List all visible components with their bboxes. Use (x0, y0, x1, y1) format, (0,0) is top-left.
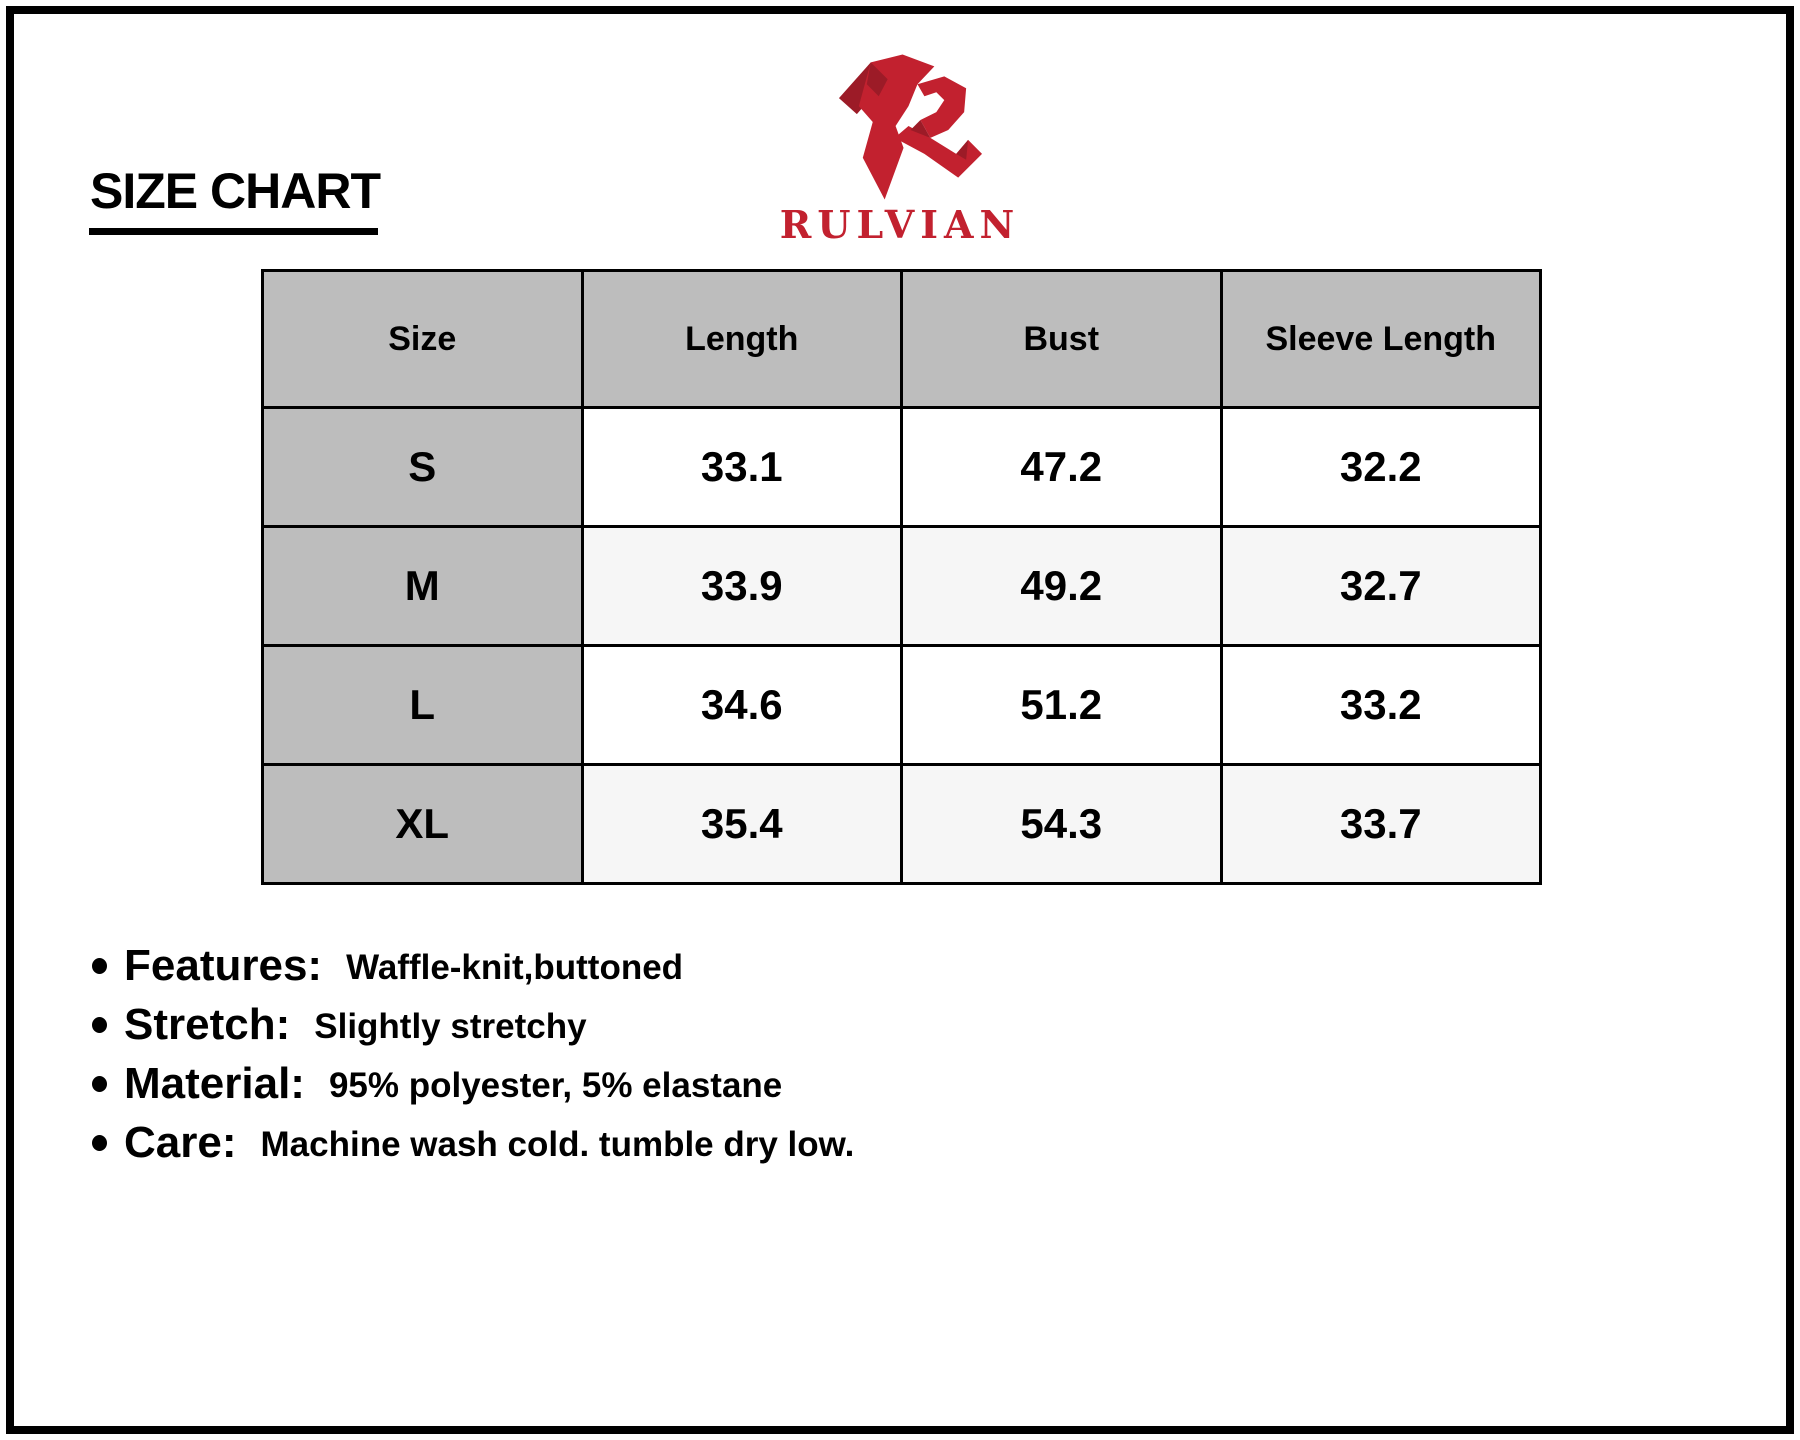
cell-size: M (261, 525, 584, 647)
detail-label: Stretch: (124, 999, 291, 1049)
cell-length: 34.6 (580, 644, 903, 766)
cell-size: S (261, 406, 584, 528)
table-row-m: M 33.9 49.2 32.7 (261, 525, 1542, 647)
detail-value: Slightly stretchy (314, 1006, 587, 1046)
list-item-care: Care: Machine wash cold. tumble dry low. (92, 1113, 854, 1172)
cell-size: XL (261, 763, 584, 885)
detail-label: Care: (124, 1117, 237, 1167)
cell-length: 35.4 (580, 763, 903, 885)
product-details-list: Features: Waffle-knit,buttoned Stretch: … (92, 936, 854, 1172)
size-table: Size Length Bust Sleeve Length S 33.1 47… (261, 269, 1542, 885)
cell-bust: 49.2 (900, 525, 1223, 647)
detail-value: 95% polyester, 5% elastane (328, 1065, 783, 1105)
header-size: Size (261, 269, 584, 409)
cell-sleeve: 32.7 (1219, 525, 1542, 647)
table-row-l: L 34.6 51.2 33.2 (261, 644, 1542, 766)
cell-length: 33.9 (580, 525, 903, 647)
cell-bust: 47.2 (900, 406, 1223, 528)
brand-logo-r-icon (838, 54, 983, 200)
cell-size: L (261, 644, 584, 766)
list-item-features: Features: Waffle-knit,buttoned (92, 936, 854, 995)
detail-value: Waffle-knit,buttoned (346, 947, 684, 987)
size-table-header: Size Length Bust Sleeve Length (261, 269, 1542, 409)
header-row: Size Length Bust Sleeve Length (261, 269, 1542, 409)
header-length: Length (580, 269, 903, 409)
cell-sleeve: 33.2 (1219, 644, 1542, 766)
list-item-stretch: Stretch: Slightly stretchy (92, 995, 854, 1054)
detail-label: Material: (124, 1058, 305, 1108)
cell-sleeve: 33.7 (1219, 763, 1542, 885)
bullet-icon (92, 1016, 107, 1033)
detail-value: Machine wash cold. tumble dry low. (260, 1124, 855, 1164)
table-row-s: S 33.1 47.2 32.2 (261, 406, 1542, 528)
bullet-icon (92, 957, 107, 974)
header-sleeve-length: Sleeve Length (1219, 269, 1542, 409)
page-border-frame (6, 6, 1794, 1434)
cell-sleeve: 32.2 (1219, 406, 1542, 528)
bullet-icon (92, 1134, 107, 1151)
list-item-material: Material: 95% polyester, 5% elastane (92, 1054, 854, 1113)
title-underline (89, 228, 378, 235)
cell-bust: 54.3 (900, 763, 1223, 885)
page-title: SIZE CHART (90, 163, 381, 219)
brand-wordmark: RULVIAN (779, 202, 1021, 247)
header-bust: Bust (900, 269, 1223, 409)
detail-label: Features: (124, 940, 323, 990)
cell-length: 33.1 (580, 406, 903, 528)
bullet-icon (92, 1075, 107, 1092)
table-row-xl: XL 35.4 54.3 33.7 (261, 763, 1542, 885)
cell-bust: 51.2 (900, 644, 1223, 766)
